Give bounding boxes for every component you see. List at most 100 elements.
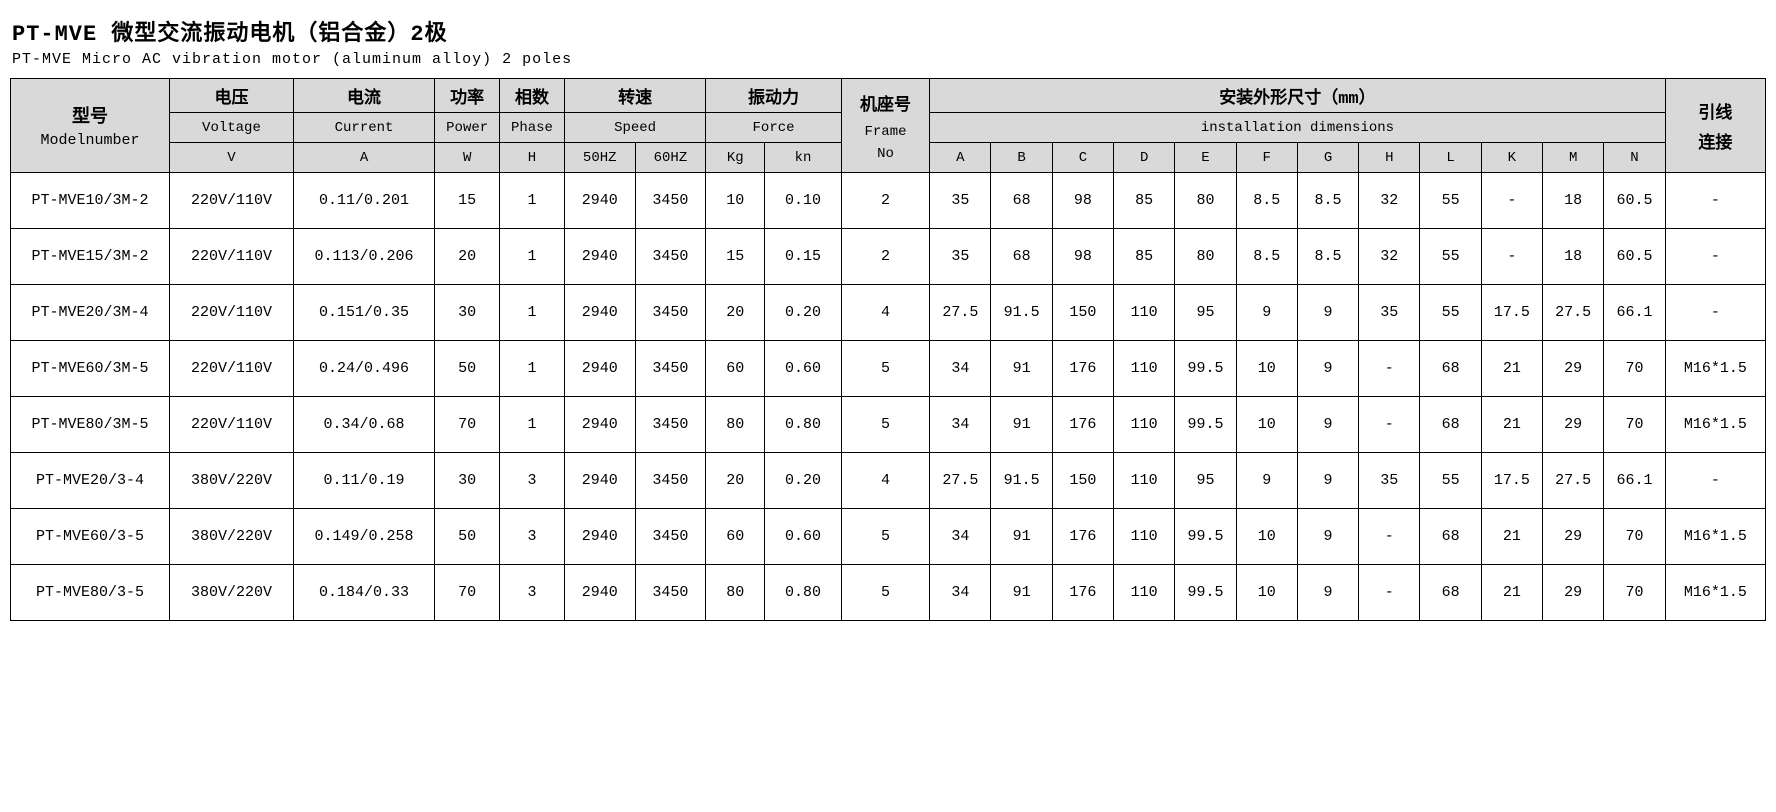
- cell: M16*1.5: [1665, 397, 1765, 453]
- cell: 176: [1052, 565, 1113, 621]
- cell: 0.151/0.35: [293, 285, 434, 341]
- cell: 2940: [564, 565, 635, 621]
- table-row: PT-MVE60/3-5380V/220V0.149/0.25850329403…: [11, 509, 1766, 565]
- cell: 91: [991, 565, 1052, 621]
- cell: 2940: [564, 285, 635, 341]
- cell: 3: [500, 565, 565, 621]
- cell: 220V/110V: [170, 397, 294, 453]
- hdr-lead: 引线 连接: [1665, 79, 1765, 173]
- cell: 5: [841, 565, 929, 621]
- cell: 91.5: [991, 285, 1052, 341]
- hdr-lead-zh-b: 连接: [1666, 128, 1765, 154]
- table-header: 型号 Modelnumber 电压 电流 功率 相数 转速 振动力 机座号 Fr…: [11, 79, 1766, 173]
- hdr-voltage-zh: 电压: [170, 79, 294, 113]
- cell: 0.184/0.33: [293, 565, 434, 621]
- cell: 8.5: [1236, 173, 1297, 229]
- cell: 110: [1114, 397, 1175, 453]
- table-row: PT-MVE20/3-4380V/220V0.11/0.193032940345…: [11, 453, 1766, 509]
- cell: 176: [1052, 341, 1113, 397]
- cell: 60: [706, 509, 765, 565]
- cell: 3450: [635, 397, 706, 453]
- cell: 20: [706, 453, 765, 509]
- cell: PT-MVE80/3M-5: [11, 397, 170, 453]
- cell: 9: [1297, 565, 1358, 621]
- cell: 34: [930, 397, 991, 453]
- cell: 3450: [635, 173, 706, 229]
- cell: 30: [435, 285, 500, 341]
- hdr-dim-col-G: G: [1297, 143, 1358, 173]
- cell: 20: [435, 229, 500, 285]
- cell: 9: [1297, 285, 1358, 341]
- cell: 9: [1297, 397, 1358, 453]
- cell: 80: [1175, 173, 1236, 229]
- cell: 80: [706, 397, 765, 453]
- cell: 2940: [564, 341, 635, 397]
- cell: 27.5: [1543, 285, 1604, 341]
- cell: 8.5: [1297, 173, 1358, 229]
- cell: 80: [1175, 229, 1236, 285]
- cell: 2940: [564, 173, 635, 229]
- cell: 0.10: [765, 173, 842, 229]
- cell: 34: [930, 565, 991, 621]
- hdr-phase-en: Phase: [500, 113, 565, 143]
- cell: 10: [1236, 341, 1297, 397]
- table-row: PT-MVE80/3M-5220V/110V0.34/0.68701294034…: [11, 397, 1766, 453]
- cell: 35: [930, 229, 991, 285]
- cell: 18: [1543, 229, 1604, 285]
- cell: 95: [1175, 285, 1236, 341]
- table-row: PT-MVE20/3M-4220V/110V0.151/0.3530129403…: [11, 285, 1766, 341]
- cell: PT-MVE60/3-5: [11, 509, 170, 565]
- cell: 70: [1604, 509, 1665, 565]
- cell: 55: [1420, 173, 1481, 229]
- hdr-dim-col-K: K: [1481, 143, 1542, 173]
- cell: 60.5: [1604, 229, 1665, 285]
- cell: 29: [1543, 341, 1604, 397]
- page-title-zh: PT-MVE 微型交流振动电机（铝合金）2极: [12, 15, 1766, 47]
- cell: 10: [706, 173, 765, 229]
- cell: 1: [500, 285, 565, 341]
- cell: 0.11/0.201: [293, 173, 434, 229]
- cell: 99.5: [1175, 397, 1236, 453]
- cell: PT-MVE20/3M-4: [11, 285, 170, 341]
- page-title-en: PT-MVE Micro AC vibration motor (aluminu…: [12, 51, 1766, 68]
- cell: 70: [1604, 565, 1665, 621]
- cell: 2940: [564, 509, 635, 565]
- cell: 29: [1543, 397, 1604, 453]
- hdr-model-zh: 型号: [11, 102, 169, 128]
- cell: 29: [1543, 509, 1604, 565]
- table-row: PT-MVE80/3-5380V/220V0.184/0.33703294034…: [11, 565, 1766, 621]
- cell: 32: [1359, 173, 1420, 229]
- hdr-frame-zh: 机座号: [842, 90, 929, 116]
- cell: 0.15: [765, 229, 842, 285]
- hdr-dim-col-A: A: [930, 143, 991, 173]
- cell: PT-MVE60/3M-5: [11, 341, 170, 397]
- hdr-model-en: Modelnumber: [11, 132, 169, 149]
- cell: 150: [1052, 453, 1113, 509]
- hdr-lead-zh-a: 引线: [1666, 98, 1765, 124]
- hdr-power-en: Power: [435, 113, 500, 143]
- cell: 70: [435, 565, 500, 621]
- cell: 3450: [635, 229, 706, 285]
- cell: 68: [991, 173, 1052, 229]
- cell: 91.5: [991, 453, 1052, 509]
- cell: 9: [1297, 509, 1358, 565]
- hdr-dims-zh: 安装外形尺寸（mm）: [930, 79, 1665, 113]
- hdr-current-zh: 电流: [293, 79, 434, 113]
- cell: 4: [841, 285, 929, 341]
- hdr-dim-col-N: N: [1604, 143, 1665, 173]
- cell: PT-MVE10/3M-2: [11, 173, 170, 229]
- cell: 1: [500, 173, 565, 229]
- cell: 15: [706, 229, 765, 285]
- cell: 110: [1114, 509, 1175, 565]
- cell: 91: [991, 509, 1052, 565]
- cell: 80: [706, 565, 765, 621]
- cell: 21: [1481, 341, 1542, 397]
- cell: 21: [1481, 397, 1542, 453]
- cell: 9: [1297, 341, 1358, 397]
- cell: 91: [991, 397, 1052, 453]
- cell: 70: [435, 397, 500, 453]
- cell: 29: [1543, 565, 1604, 621]
- cell: 55: [1420, 453, 1481, 509]
- hdr-speed-unit-b: 60HZ: [635, 143, 706, 173]
- cell: 99.5: [1175, 341, 1236, 397]
